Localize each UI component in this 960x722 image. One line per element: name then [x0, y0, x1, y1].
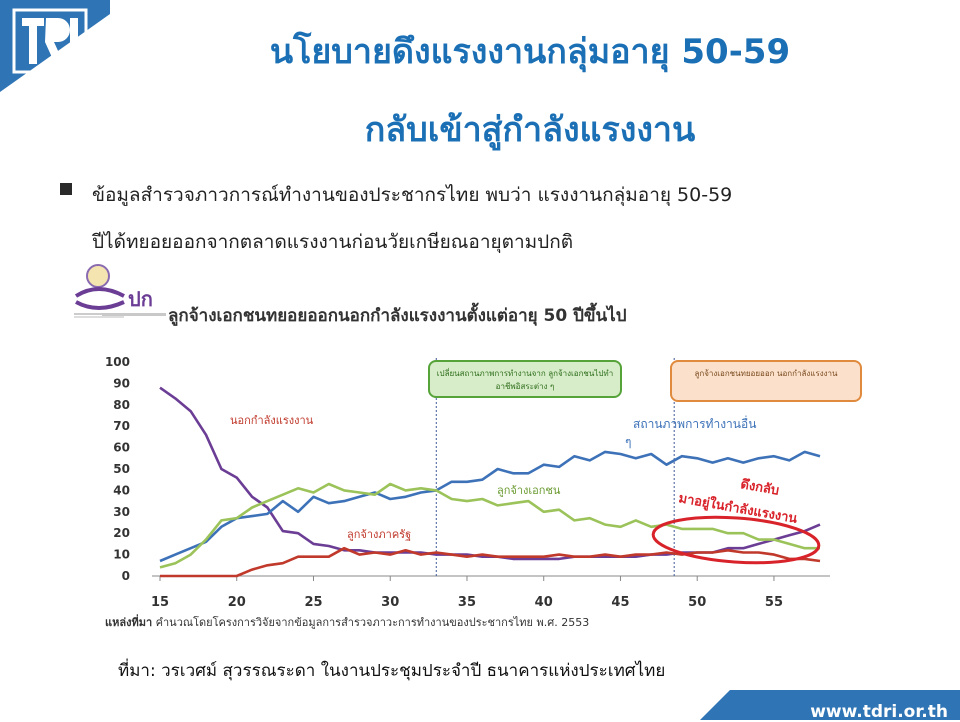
y-tick-label: 20 — [113, 526, 130, 540]
y-tick-label: 100 — [105, 355, 130, 369]
source-label: แหล่งที่มา — [105, 616, 153, 629]
chart-logo-text: ปก — [128, 287, 153, 311]
y-tick-label: 40 — [113, 483, 130, 497]
labor-force-line-chart: 0 10 20 30 40 50 60 70 80 90 100 15 20 25 30 35 40 45 50 55… — [105, 355, 830, 608]
series-label-govt: ลูกจ้างภาครัฐ — [347, 528, 411, 541]
x-tick-label: 50 — [688, 595, 706, 608]
heading-bar — [102, 313, 166, 316]
footer-bar — [700, 690, 960, 720]
y-tick-label: 90 — [113, 376, 130, 390]
bullet-square-icon — [60, 183, 72, 195]
series-label-other-line2: ๆ — [625, 435, 631, 449]
x-tick-label: 20 — [228, 595, 246, 608]
bullet-text-line-2: ปีได้ทยอยออกจากตลาดแรงงานก่อนวัยเกษียณอา… — [92, 231, 574, 253]
footer-url-link[interactable]: www.tdri.or.th — [810, 702, 948, 722]
chart-series — [159, 386, 821, 578]
series-label-other-line1: สถานภาพการทำงานอื่น — [633, 415, 756, 431]
y-tick-label: 30 — [113, 505, 130, 519]
page-title-line-2: กลับเข้าสู่กำลังแรงงาน — [364, 110, 696, 150]
series-line-3 — [160, 546, 821, 578]
pull-back-label-line1: ดึงกลับ — [739, 476, 780, 499]
attribution-text: ที่มา: วรเวศม์ สุวรรณระดา ในงานประชุมประ… — [118, 661, 666, 681]
series-line-2 — [159, 482, 820, 569]
bullet-text-line-1: ข้อมูลสำรวจภาวการณ์ทำงานของประชากรไทย พบ… — [92, 184, 733, 206]
source-text: คำนวณโดยโครงการวิจัยจากข้อมูลการสำรวจภาว… — [152, 616, 590, 629]
series-label-private: ลูกจ้างเอกชน — [497, 484, 561, 497]
series-line-1 — [159, 450, 821, 563]
y-tick-label: 80 — [113, 398, 130, 412]
x-tick-label: 40 — [535, 595, 553, 608]
pension-fund-logo: ปก — [74, 264, 153, 318]
annotation-box-leaving-labor-force: ลูกจ้างเอกชนทยอยออก นอกกำลังแรงงาน — [670, 360, 862, 402]
y-tick-label: 60 — [113, 441, 130, 455]
tdri-logo — [0, 0, 110, 92]
x-tick-label: 55 — [765, 595, 783, 608]
annotation-box-status-change: เปลี่ยนสถานภาพการทำงานจาก ลูกจ้างเอกชนไป… — [428, 360, 622, 398]
series-label-outside: นอกกำลังแรงงาน — [230, 414, 314, 427]
source-note: แหล่งที่มา คำนวณโดยโครงการวิจัยจากข้อมูล… — [105, 613, 589, 631]
x-tick-label: 45 — [611, 595, 629, 608]
page-title-line-1: นโยบายดึงแรงงานกลุ่มอายุ 50-59 — [269, 32, 791, 72]
x-tick-label: 35 — [458, 595, 476, 608]
y-tick-label: 50 — [113, 462, 130, 476]
x-tick-label: 25 — [304, 595, 322, 608]
x-tick-label: 15 — [151, 595, 169, 608]
x-tick-label: 30 — [381, 595, 399, 608]
highlight-ellipse — [651, 515, 821, 565]
y-tick-label: 10 — [113, 548, 130, 562]
chart-heading: ลูกจ้างเอกชนทยอยออกนอกกำลังแรงงานตั้งแต่… — [168, 306, 627, 326]
y-tick-label: 70 — [113, 419, 130, 433]
pull-back-label-line2: มาอยู่ในกำลังแรงงาน — [677, 489, 798, 527]
y-tick-label: 0 — [122, 569, 130, 583]
